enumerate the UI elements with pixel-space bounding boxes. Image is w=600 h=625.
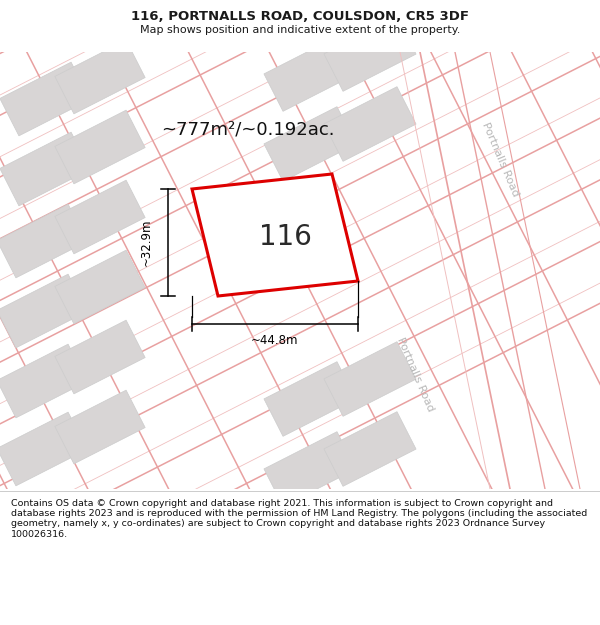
Polygon shape [324,17,416,91]
Polygon shape [0,274,87,348]
Polygon shape [264,37,356,111]
Polygon shape [264,432,356,506]
Polygon shape [0,62,90,136]
Polygon shape [0,132,90,206]
Text: Contains OS data © Crown copyright and database right 2021. This information is : Contains OS data © Crown copyright and d… [11,499,587,539]
Text: Portnalls Road: Portnalls Road [480,121,520,198]
Polygon shape [55,250,145,324]
Text: ~44.8m: ~44.8m [251,334,299,346]
Polygon shape [55,40,145,114]
Polygon shape [55,320,145,394]
Polygon shape [55,180,145,254]
Text: Portnalls Road: Portnalls Road [395,336,435,412]
Polygon shape [0,204,87,278]
Polygon shape [264,107,356,181]
Text: 116: 116 [259,223,311,251]
Polygon shape [264,362,356,436]
Polygon shape [55,390,145,464]
Text: Map shows position and indicative extent of the property.: Map shows position and indicative extent… [140,26,460,36]
Polygon shape [324,412,416,486]
Polygon shape [324,342,416,416]
Text: 116, PORTNALLS ROAD, COULSDON, CR5 3DF: 116, PORTNALLS ROAD, COULSDON, CR5 3DF [131,11,469,23]
Polygon shape [55,110,145,184]
Polygon shape [420,52,600,489]
Polygon shape [192,174,358,296]
Polygon shape [0,412,87,486]
Text: ~777m²/~0.192ac.: ~777m²/~0.192ac. [161,120,335,138]
Polygon shape [324,87,416,161]
Text: ~32.9m: ~32.9m [139,219,152,266]
Polygon shape [0,344,87,418]
